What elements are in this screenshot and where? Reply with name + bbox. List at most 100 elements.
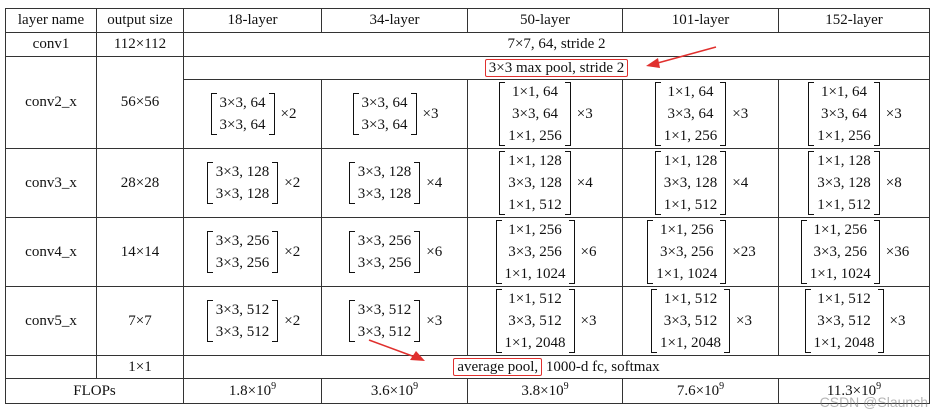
block-line: 3×3, 128 [663,175,718,191]
block-line: 3×3, 512 [357,302,412,318]
flops-label: FLOPs [5,378,184,404]
block-matrix: 1×1, 512 3×3, 512 1×1, 2048 ×3 [803,287,906,355]
block-multiplier: ×3 [889,312,906,329]
block-line: 1×1, 512 [817,291,871,307]
block-multiplier: ×36 [885,243,910,260]
conv2-size: 56×56 [96,56,184,149]
block-multiplier: ×4 [732,174,749,191]
flops-101: 7.6×109 [622,378,779,404]
block-line: 1×1, 64 [821,84,867,100]
block-line: 3×3, 256 [508,244,562,260]
conv5-size: 7×7 [96,286,184,356]
block-line: 3×3, 256 [215,255,270,271]
block-multiplier: ×3 [576,105,593,122]
header-50-layer: 50-layer [467,8,623,33]
final-desc-rest: 1000-d fc, softmax [542,358,660,375]
block-matrix: 1×1, 256 3×3, 256 1×1, 1024 ×6 [494,218,597,286]
block-line: 3×3, 256 [215,233,270,249]
block-line: 3×3, 64 [512,106,558,122]
pool-row: conv2_x 56×56 3×3 max pool, stride 2 [5,56,930,149]
block-cell: 1×1, 64 3×3, 64 1×1, 256 ×3 [778,79,930,149]
block-matrix: 3×3, 512 3×3, 512 ×3 [347,298,442,344]
block-matrix: 3×3, 256 3×3, 256 ×6 [347,229,442,275]
bracket: 1×1, 64 3×3, 64 1×1, 256 [497,80,572,148]
block-line: 3×3, 128 [215,164,270,180]
block-line: 3×3, 256 [357,255,412,271]
block-line: 1×1, 128 [508,153,562,169]
stage-row-conv2: 3×3, 64 3×3, 64 ×2 3×3, 64 3×3, 64 ×3 1×1, 64 3… [6,79,930,149]
block-line: 1×1, 256 [508,222,562,238]
block-matrix: 1×1, 256 3×3, 256 1×1, 1024 ×23 [645,218,756,286]
average-pool-highlight: average pool, [453,357,543,376]
block-multiplier: ×23 [732,243,756,260]
block-multiplier: ×3 [885,105,902,122]
block-line: 3×3, 256 [660,244,714,260]
block-cell: 1×1, 64 3×3, 64 1×1, 256 ×3 [622,79,779,149]
block-cell: 3×3, 512 3×3, 512 ×2 [183,286,322,356]
block-line: 1×1, 256 [660,222,714,238]
flops-152-exponent: 9 [876,380,882,392]
flops-152-mantissa: 11.3×10 [826,382,877,399]
block-line: 1×1, 2048 [813,335,875,351]
final-size: 1×1 [96,355,184,379]
block-line: 1×1, 1024 [656,266,718,282]
stage-row-conv5: conv5_x 7×7 3×3, 512 3×3, 512 ×2 3×3, 512 3×… [5,286,930,356]
block-line: 1×1, 256 [508,128,562,144]
block-matrix: 1×1, 128 3×3, 128 1×1, 512 ×4 [497,149,593,217]
block-cell: 3×3, 256 3×3, 256 ×6 [321,217,468,287]
bracket: 1×1, 512 3×3, 512 1×1, 2048 [803,287,886,355]
bracket: 1×1, 64 3×3, 64 1×1, 256 [806,80,881,148]
block-cell: 3×3, 64 3×3, 64 ×3 [321,79,468,149]
block-matrix: 3×3, 256 3×3, 256 ×2 [205,229,300,275]
block-multiplier: ×4 [576,174,593,191]
watermark: CSDN @Slaunch [819,394,928,410]
bracket: 1×1, 512 3×3, 512 1×1, 2048 [649,287,732,355]
block-line: 3×3, 512 [357,324,412,340]
flops-row: FLOPs 1.8×109 3.6×109 3.8×109 7.6×109 11… [5,378,930,404]
block-multiplier: ×3 [732,105,749,122]
conv1-name: conv1 [5,32,97,57]
block-line: 1×1, 512 [817,197,871,213]
block-multiplier: ×3 [736,312,752,329]
stage-row-conv4: conv4_x 14×14 3×3, 256 3×3, 256 ×2 3×3, 256… [5,217,930,287]
pool-desc-highlight: 3×3 max pool, stride 2 [484,58,629,77]
block-cell: 1×1, 512 3×3, 512 1×1, 2048 ×3 [467,286,623,356]
block-line: 1×1, 256 [663,128,718,144]
block-line: 3×3, 256 [813,244,867,260]
block-line: 3×3, 512 [663,313,718,329]
final-desc-cell: average pool, 1000-d fc, softmax [183,355,930,379]
block-multiplier: ×6 [580,243,597,260]
header-row: layer name output size 18-layer 34-layer… [5,8,930,33]
block-matrix: 3×3, 128 3×3, 128 ×4 [347,160,442,206]
block-cell: 1×1, 128 3×3, 128 1×1, 512 ×4 [467,148,623,218]
bracket: 3×3, 512 3×3, 512 [347,298,422,344]
block-cell: 1×1, 512 3×3, 512 1×1, 2048 ×3 [622,286,779,356]
block-line: 3×3, 256 [357,233,412,249]
block-line: 1×1, 512 [663,197,718,213]
block-matrix: 1×1, 256 3×3, 256 1×1, 1024 ×36 [799,218,909,286]
conv4-name: conv4_x [5,217,97,287]
block-cell: 3×3, 128 3×3, 128 ×4 [321,148,468,218]
conv1-row: conv1 112×112 7×7, 64, stride 2 [5,32,930,57]
block-matrix: 1×1, 64 3×3, 64 1×1, 256 ×3 [806,80,902,148]
block-cell: 1×1, 256 3×3, 256 1×1, 1024 ×6 [467,217,623,287]
block-cell: 1×1, 128 3×3, 128 1×1, 512 ×8 [778,148,930,218]
block-line: 3×3, 64 [667,106,714,122]
conv1-size: 112×112 [96,32,184,57]
block-multiplier: ×2 [284,243,301,260]
pool-desc-cell: 3×3 max pool, stride 2 [183,56,930,80]
block-matrix: 1×1, 64 3×3, 64 1×1, 256 ×3 [653,80,748,148]
block-multiplier: ×2 [284,312,301,329]
block-line: 3×3, 512 [215,324,270,340]
bracket: 1×1, 512 3×3, 512 1×1, 2048 [494,287,577,355]
block-line: 1×1, 256 [813,222,867,238]
final-row: 1×1 average pool, 1000-d fc, softmax [5,355,930,379]
block-multiplier: ×3 [426,312,443,329]
bracket: 1×1, 128 3×3, 128 1×1, 512 [806,149,881,217]
block-matrix: 1×1, 64 3×3, 64 1×1, 256 ×3 [497,80,593,148]
header-layer-name: layer name [5,8,97,33]
block-line: 3×3, 128 [508,175,562,191]
block-matrix: 3×3, 64 3×3, 64 ×2 [209,91,297,137]
block-multiplier: ×2 [280,105,297,122]
flops-50: 3.8×109 [467,378,623,404]
